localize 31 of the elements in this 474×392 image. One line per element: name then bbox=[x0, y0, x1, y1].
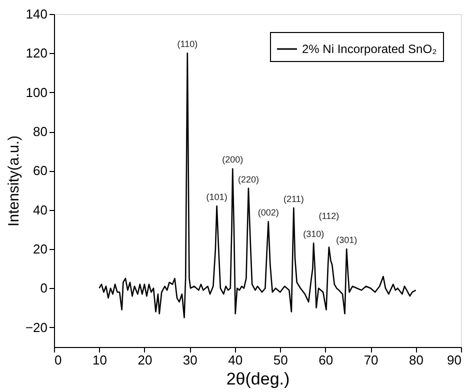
annotation: (211) bbox=[284, 194, 304, 204]
annotation: (112) bbox=[318, 211, 340, 222]
y-tick-label: 140 bbox=[26, 6, 48, 22]
y-tick-label: 40 bbox=[33, 202, 48, 218]
y-axis-title: Intensity(a.u.) bbox=[5, 136, 22, 226]
y-tick-label: −20 bbox=[25, 320, 48, 335]
y-tick-label: 20 bbox=[33, 242, 48, 257]
annotation: (110) bbox=[177, 39, 198, 50]
x-tick-label: 50 bbox=[273, 352, 288, 368]
annotation: (220) bbox=[238, 174, 259, 184]
x-tick-label: 10 bbox=[92, 352, 107, 368]
x-tick-label: 70 bbox=[364, 352, 378, 368]
y-tick-label: 100 bbox=[26, 84, 48, 100]
annotation: (200) bbox=[222, 154, 244, 165]
x-tick-label: 20 bbox=[138, 352, 152, 368]
x-tick-label: 60 bbox=[318, 352, 334, 368]
y-tick-label: 80 bbox=[33, 124, 48, 140]
x-tick-label: 90 bbox=[447, 352, 462, 368]
legend-label: 2% Ni Incorporated SnO₂ bbox=[302, 42, 438, 56]
y-tick-label: 120 bbox=[26, 46, 48, 61]
annotation: (002) bbox=[258, 208, 279, 218]
annotation: (310) bbox=[303, 229, 324, 240]
y-tick-label: 0 bbox=[40, 280, 48, 296]
x-tick-label: 80 bbox=[409, 352, 424, 368]
annotation: (301) bbox=[336, 235, 358, 246]
x-axis-title: 2θ(deg.) bbox=[226, 370, 290, 388]
y-tick-label: 60 bbox=[33, 163, 48, 178]
x-tick-label: 30 bbox=[182, 352, 198, 368]
x-tick-label: 40 bbox=[228, 352, 243, 368]
annotation: (101) bbox=[206, 192, 228, 202]
x-tick-label: 0 bbox=[54, 352, 62, 368]
